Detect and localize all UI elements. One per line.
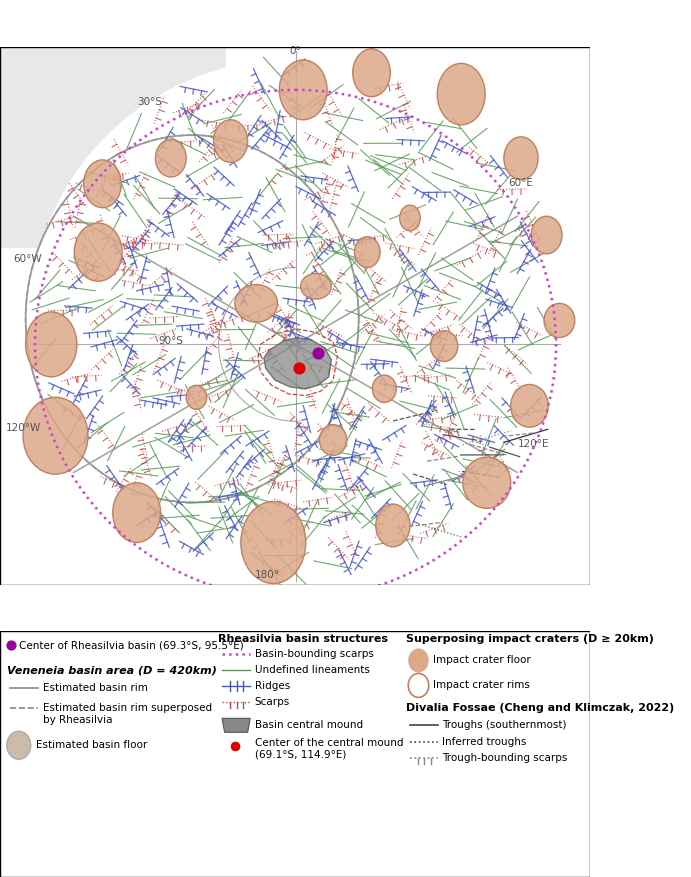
Text: Inferred troughs: Inferred troughs — [442, 738, 527, 747]
Circle shape — [7, 731, 30, 759]
Text: Rheasilvia basin structures: Rheasilvia basin structures — [218, 633, 388, 644]
Text: 0°: 0° — [290, 46, 301, 56]
Text: Estimated basin floor: Estimated basin floor — [36, 740, 147, 751]
Text: Center of Rheasilvia basin (69.3°S, 95.5°E): Center of Rheasilvia basin (69.3°S, 95.5… — [19, 640, 243, 651]
Ellipse shape — [186, 385, 207, 410]
Ellipse shape — [437, 63, 485, 125]
Ellipse shape — [463, 457, 511, 509]
Circle shape — [408, 648, 428, 673]
Ellipse shape — [75, 223, 122, 282]
Text: Impact crater floor: Impact crater floor — [433, 655, 531, 666]
Point — [229, 739, 240, 753]
Ellipse shape — [113, 482, 160, 543]
Text: (69.1°S, 114.9°E): (69.1°S, 114.9°E) — [254, 749, 346, 759]
FancyBboxPatch shape — [0, 47, 227, 248]
Ellipse shape — [155, 139, 186, 177]
Text: 60°W: 60°W — [13, 254, 41, 264]
Text: 60°E: 60°E — [509, 177, 533, 188]
Text: Troughs (southernmost): Troughs (southernmost) — [442, 720, 567, 731]
Text: 180°: 180° — [255, 570, 280, 581]
Ellipse shape — [301, 274, 332, 299]
Ellipse shape — [430, 331, 457, 361]
Text: 90°S: 90°S — [158, 337, 183, 346]
Ellipse shape — [279, 60, 327, 120]
Text: Basin-bounding scarps: Basin-bounding scarps — [254, 650, 373, 660]
Point — [6, 638, 17, 652]
Ellipse shape — [214, 120, 247, 162]
Ellipse shape — [504, 137, 538, 180]
Ellipse shape — [319, 424, 347, 455]
Text: Veneneia basin area (D = 420km): Veneneia basin area (D = 420km) — [7, 666, 217, 675]
Text: Basin central mound: Basin central mound — [254, 720, 363, 731]
Ellipse shape — [30, 58, 561, 579]
Ellipse shape — [544, 303, 575, 338]
Text: Center of the central mound: Center of the central mound — [254, 738, 403, 748]
Text: Trough-bounding scarps: Trough-bounding scarps — [442, 753, 568, 763]
Ellipse shape — [23, 397, 88, 474]
Text: Undefined lineaments: Undefined lineaments — [254, 666, 370, 675]
Text: Impact crater rims: Impact crater rims — [433, 681, 530, 690]
Text: Superposing impact craters (D ≥ 20km): Superposing impact craters (D ≥ 20km) — [406, 633, 654, 644]
Text: Scarps: Scarps — [254, 697, 290, 708]
Text: Divalia Fossae (Cheng and Klimczak, 2022): Divalia Fossae (Cheng and Klimczak, 2022… — [406, 703, 674, 713]
Ellipse shape — [399, 205, 420, 231]
Text: 120°W: 120°W — [6, 424, 41, 433]
FancyBboxPatch shape — [0, 631, 590, 877]
Ellipse shape — [376, 504, 410, 546]
Polygon shape — [222, 718, 250, 732]
Ellipse shape — [372, 375, 396, 403]
Point — [294, 361, 305, 375]
Ellipse shape — [511, 384, 548, 427]
Ellipse shape — [241, 502, 305, 583]
Ellipse shape — [26, 312, 77, 377]
Ellipse shape — [84, 160, 122, 208]
Text: 120°E: 120°E — [518, 438, 549, 449]
Text: by Rheasilvia: by Rheasilvia — [43, 716, 112, 725]
Ellipse shape — [354, 237, 380, 267]
Point — [312, 346, 323, 360]
Text: 30°S: 30°S — [137, 97, 162, 107]
Polygon shape — [264, 338, 332, 389]
Text: Estimated basin rim superposed: Estimated basin rim superposed — [43, 703, 212, 713]
Ellipse shape — [235, 284, 278, 322]
Ellipse shape — [352, 49, 390, 96]
Text: Estimated basin rim: Estimated basin rim — [43, 683, 148, 694]
Text: Ridges: Ridges — [254, 681, 290, 691]
Ellipse shape — [531, 217, 562, 253]
